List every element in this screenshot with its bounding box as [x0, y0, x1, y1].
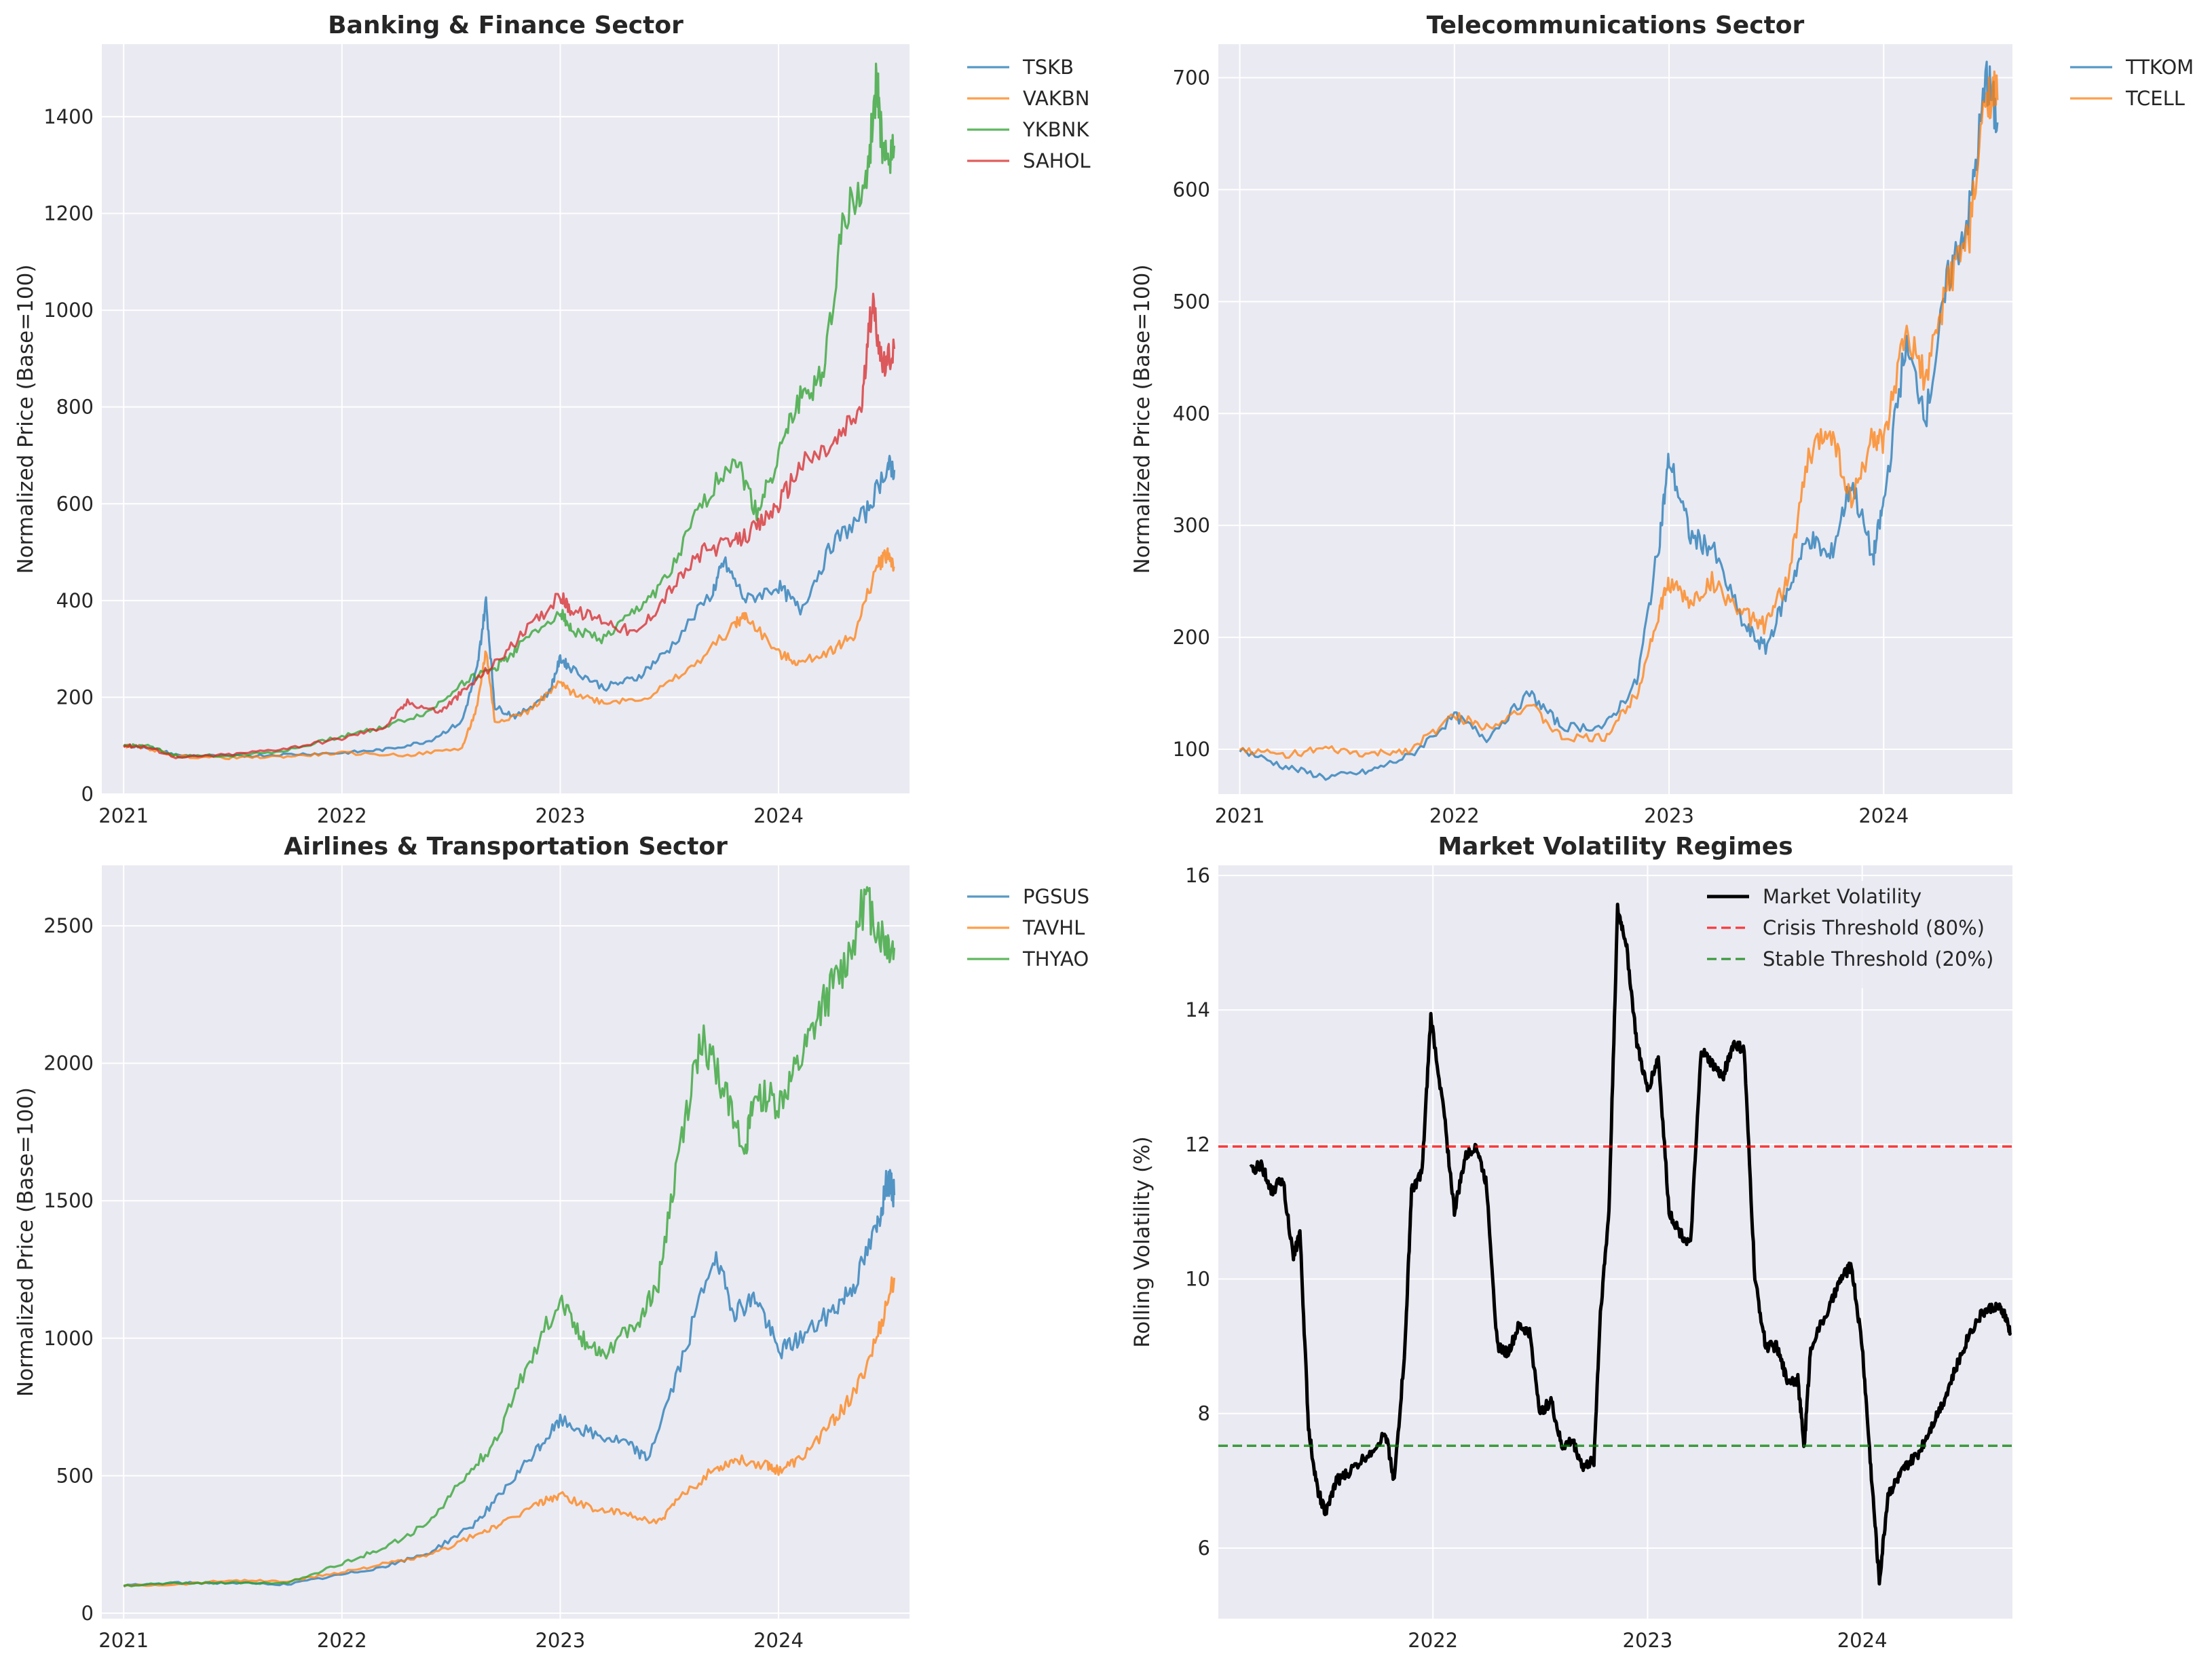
legend: PGSUS TAVHL THYAO	[967, 885, 1089, 971]
y-tick-label: 1000	[43, 1327, 94, 1350]
y-tick-label: 1400	[43, 105, 94, 128]
y-tick-label: 1000	[43, 299, 94, 322]
series-line-vakbn	[124, 547, 895, 761]
x-tick-label: 2022	[1429, 804, 1480, 827]
legend-label: SAHOL	[1023, 149, 1091, 172]
x-tick-label: 2024	[753, 804, 804, 827]
y-tick-label: 500	[56, 1464, 94, 1487]
y-axis-label: Normalized Price (Base=100)	[14, 265, 38, 574]
y-tick-label: 0	[81, 1602, 94, 1625]
chart-title: Telecommunications Sector	[1427, 12, 1805, 39]
x-tick-label: 2024	[753, 1629, 804, 1652]
legend-label: Market Volatility	[1763, 885, 1922, 908]
x-tick-label: 2023	[535, 1629, 585, 1652]
x-tick-label: 2023	[1623, 1629, 1673, 1652]
y-tick-label: 16	[1185, 864, 1210, 887]
y-tick-label: 400	[1173, 402, 1210, 425]
y-tick-label: 200	[1173, 626, 1210, 649]
y-tick-label: 600	[1173, 178, 1210, 201]
legend-label: Stable Threshold (20%)	[1763, 947, 1993, 971]
x-tick-label: 2022	[317, 1629, 367, 1652]
y-tick-label: 600	[56, 492, 94, 515]
legend: TTKOM TCELL	[2070, 56, 2194, 110]
plot-area	[102, 865, 910, 1619]
x-tick-label: 2023	[535, 804, 585, 827]
legend-label: PGSUS	[1023, 885, 1089, 908]
y-tick-label: 2500	[43, 914, 94, 937]
y-tick-label: 500	[1173, 290, 1210, 313]
legend-box	[1693, 881, 1999, 988]
y-tick-label: 300	[1173, 514, 1210, 537]
x-tick-label: 2021	[1215, 804, 1265, 827]
y-tick-label: 1500	[43, 1189, 94, 1212]
y-tick-label: 100	[1173, 738, 1210, 761]
series-line-tcell	[1239, 70, 1999, 759]
legend-label: TAVHL	[1022, 916, 1085, 939]
chart-panel-3: 0 500 1000 1500 2000 2500 2021 2022 2023 2024 Airl…	[14, 833, 1089, 1652]
legend-label: YKBNK	[1022, 118, 1089, 141]
chart-title: Banking & Finance Sector	[328, 12, 683, 39]
y-tick-label: 400	[56, 589, 94, 612]
chart-title: Airlines & Transportation Sector	[284, 833, 728, 861]
y-axis-label: Rolling Volatility (%)	[1130, 1136, 1155, 1348]
chart-panel-4: 6 8 10 12 14 16 2022 2023 2024 Market Volatility …	[1130, 833, 2012, 1652]
x-tick-label: 2023	[1644, 804, 1694, 827]
plot-area	[102, 44, 910, 794]
x-tick-label: 2022	[1408, 1629, 1458, 1652]
y-tick-label: 700	[1173, 66, 1210, 89]
x-tick-label: 2021	[98, 804, 149, 827]
legend-label: VAKBN	[1023, 87, 1089, 110]
series-line-market-volatility	[1249, 903, 2012, 1586]
legend-label: Crisis Threshold (80%)	[1763, 916, 1985, 939]
y-tick-label: 200	[56, 685, 94, 709]
y-tick-label: 8	[1198, 1402, 1210, 1425]
chart-panel-2: 100 200 300 400 500 600 700 2021 2022 2023 2024 Tel…	[1130, 12, 2194, 827]
series-line-pgsus	[123, 1169, 896, 1588]
series-line-ttkom	[1239, 60, 1999, 781]
legend-label: THYAO	[1022, 947, 1089, 971]
y-tick-label: 6	[1198, 1537, 1210, 1560]
y-tick-label: 12	[1185, 1133, 1210, 1156]
legend: TSKB VAKBN YKBNK SAHOL	[967, 56, 1091, 172]
y-axis-label: Normalized Price (Base=100)	[1130, 265, 1155, 574]
y-tick-label: 10	[1185, 1268, 1210, 1291]
y-tick-label: 0	[81, 783, 94, 806]
y-axis-label: Normalized Price (Base=100)	[14, 1087, 38, 1397]
y-tick-label: 1200	[43, 202, 94, 225]
series-line-tavhl	[123, 1276, 896, 1587]
series-line-thyao	[123, 886, 896, 1587]
legend: Market Volatility Crisis Threshold (80%) S…	[1693, 881, 1999, 988]
series-line-sahol	[123, 293, 896, 759]
plot-area	[1218, 44, 2012, 794]
x-tick-label: 2024	[1837, 1629, 1888, 1652]
legend-label: TSKB	[1022, 56, 1074, 79]
y-tick-label: 2000	[43, 1052, 94, 1075]
legend-label: TCELL	[2125, 87, 2185, 110]
chart-panel-1: 0 200 400 600 800 1000 1200 1400 2021 2022 2023 202…	[14, 12, 1091, 827]
x-tick-label: 2024	[1858, 804, 1909, 827]
x-tick-label: 2022	[317, 804, 367, 827]
legend-label: TTKOM	[2125, 56, 2194, 79]
x-tick-label: 2021	[98, 1629, 149, 1652]
y-tick-label: 800	[56, 396, 94, 419]
y-tick-label: 14	[1185, 998, 1210, 1021]
chart-title: Market Volatility Regimes	[1438, 833, 1793, 861]
